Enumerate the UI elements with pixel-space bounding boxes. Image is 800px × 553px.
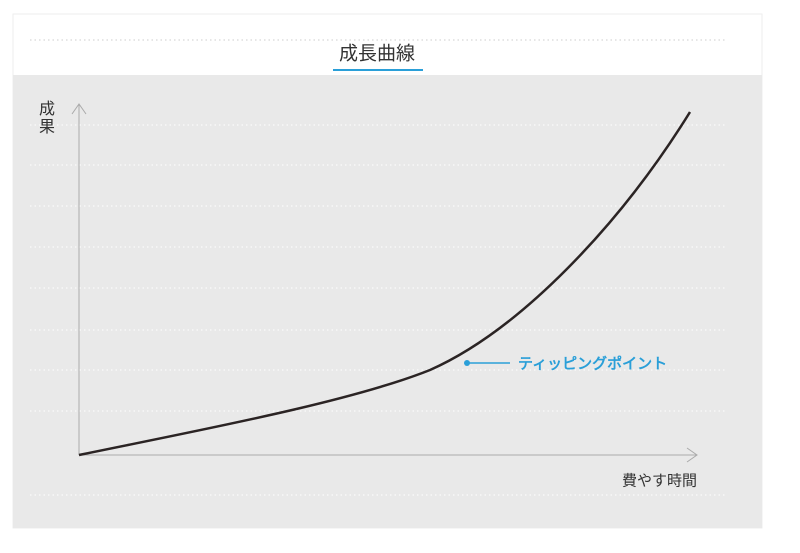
axes <box>71 103 698 463</box>
title: 成長曲線 <box>339 43 415 65</box>
growth-curve <box>78 111 692 457</box>
guide-lines <box>30 124 725 496</box>
y-axis-label: 成果 <box>36 100 55 136</box>
x-axis-label: 費やす時間 <box>622 472 697 490</box>
plot-background <box>13 75 762 528</box>
annotation: ティッピングポイント <box>518 355 667 373</box>
